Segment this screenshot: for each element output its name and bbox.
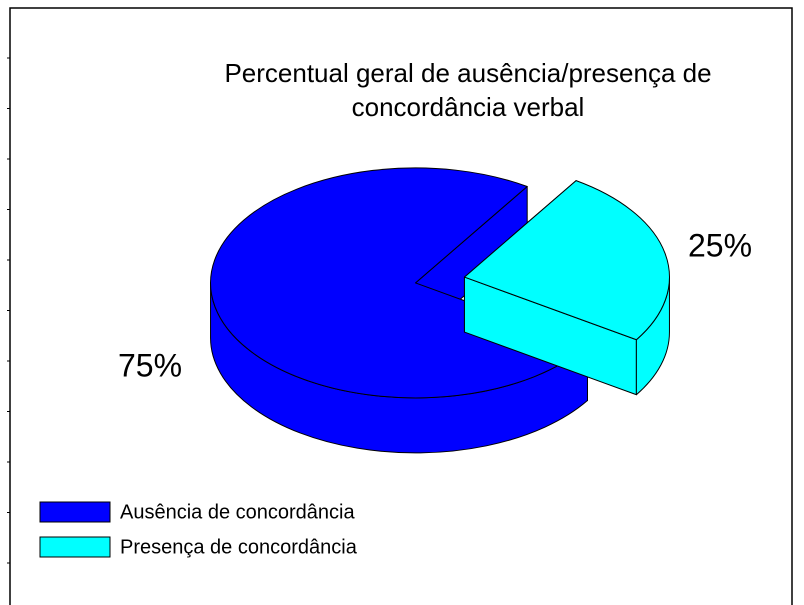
legend-label: Presença de concordância bbox=[120, 536, 358, 558]
legend-swatch bbox=[39, 536, 111, 558]
border-ticks bbox=[7, 57, 10, 564]
slice-top bbox=[463, 180, 670, 341]
legend-label: Ausência de concordância bbox=[120, 501, 355, 523]
legend-swatch bbox=[39, 501, 111, 523]
data-label: 25% bbox=[688, 227, 752, 263]
plot-border bbox=[9, 7, 793, 605]
chart-title: Percentual geral de ausência/presença de… bbox=[224, 58, 712, 122]
data-label: 75% bbox=[118, 347, 182, 383]
